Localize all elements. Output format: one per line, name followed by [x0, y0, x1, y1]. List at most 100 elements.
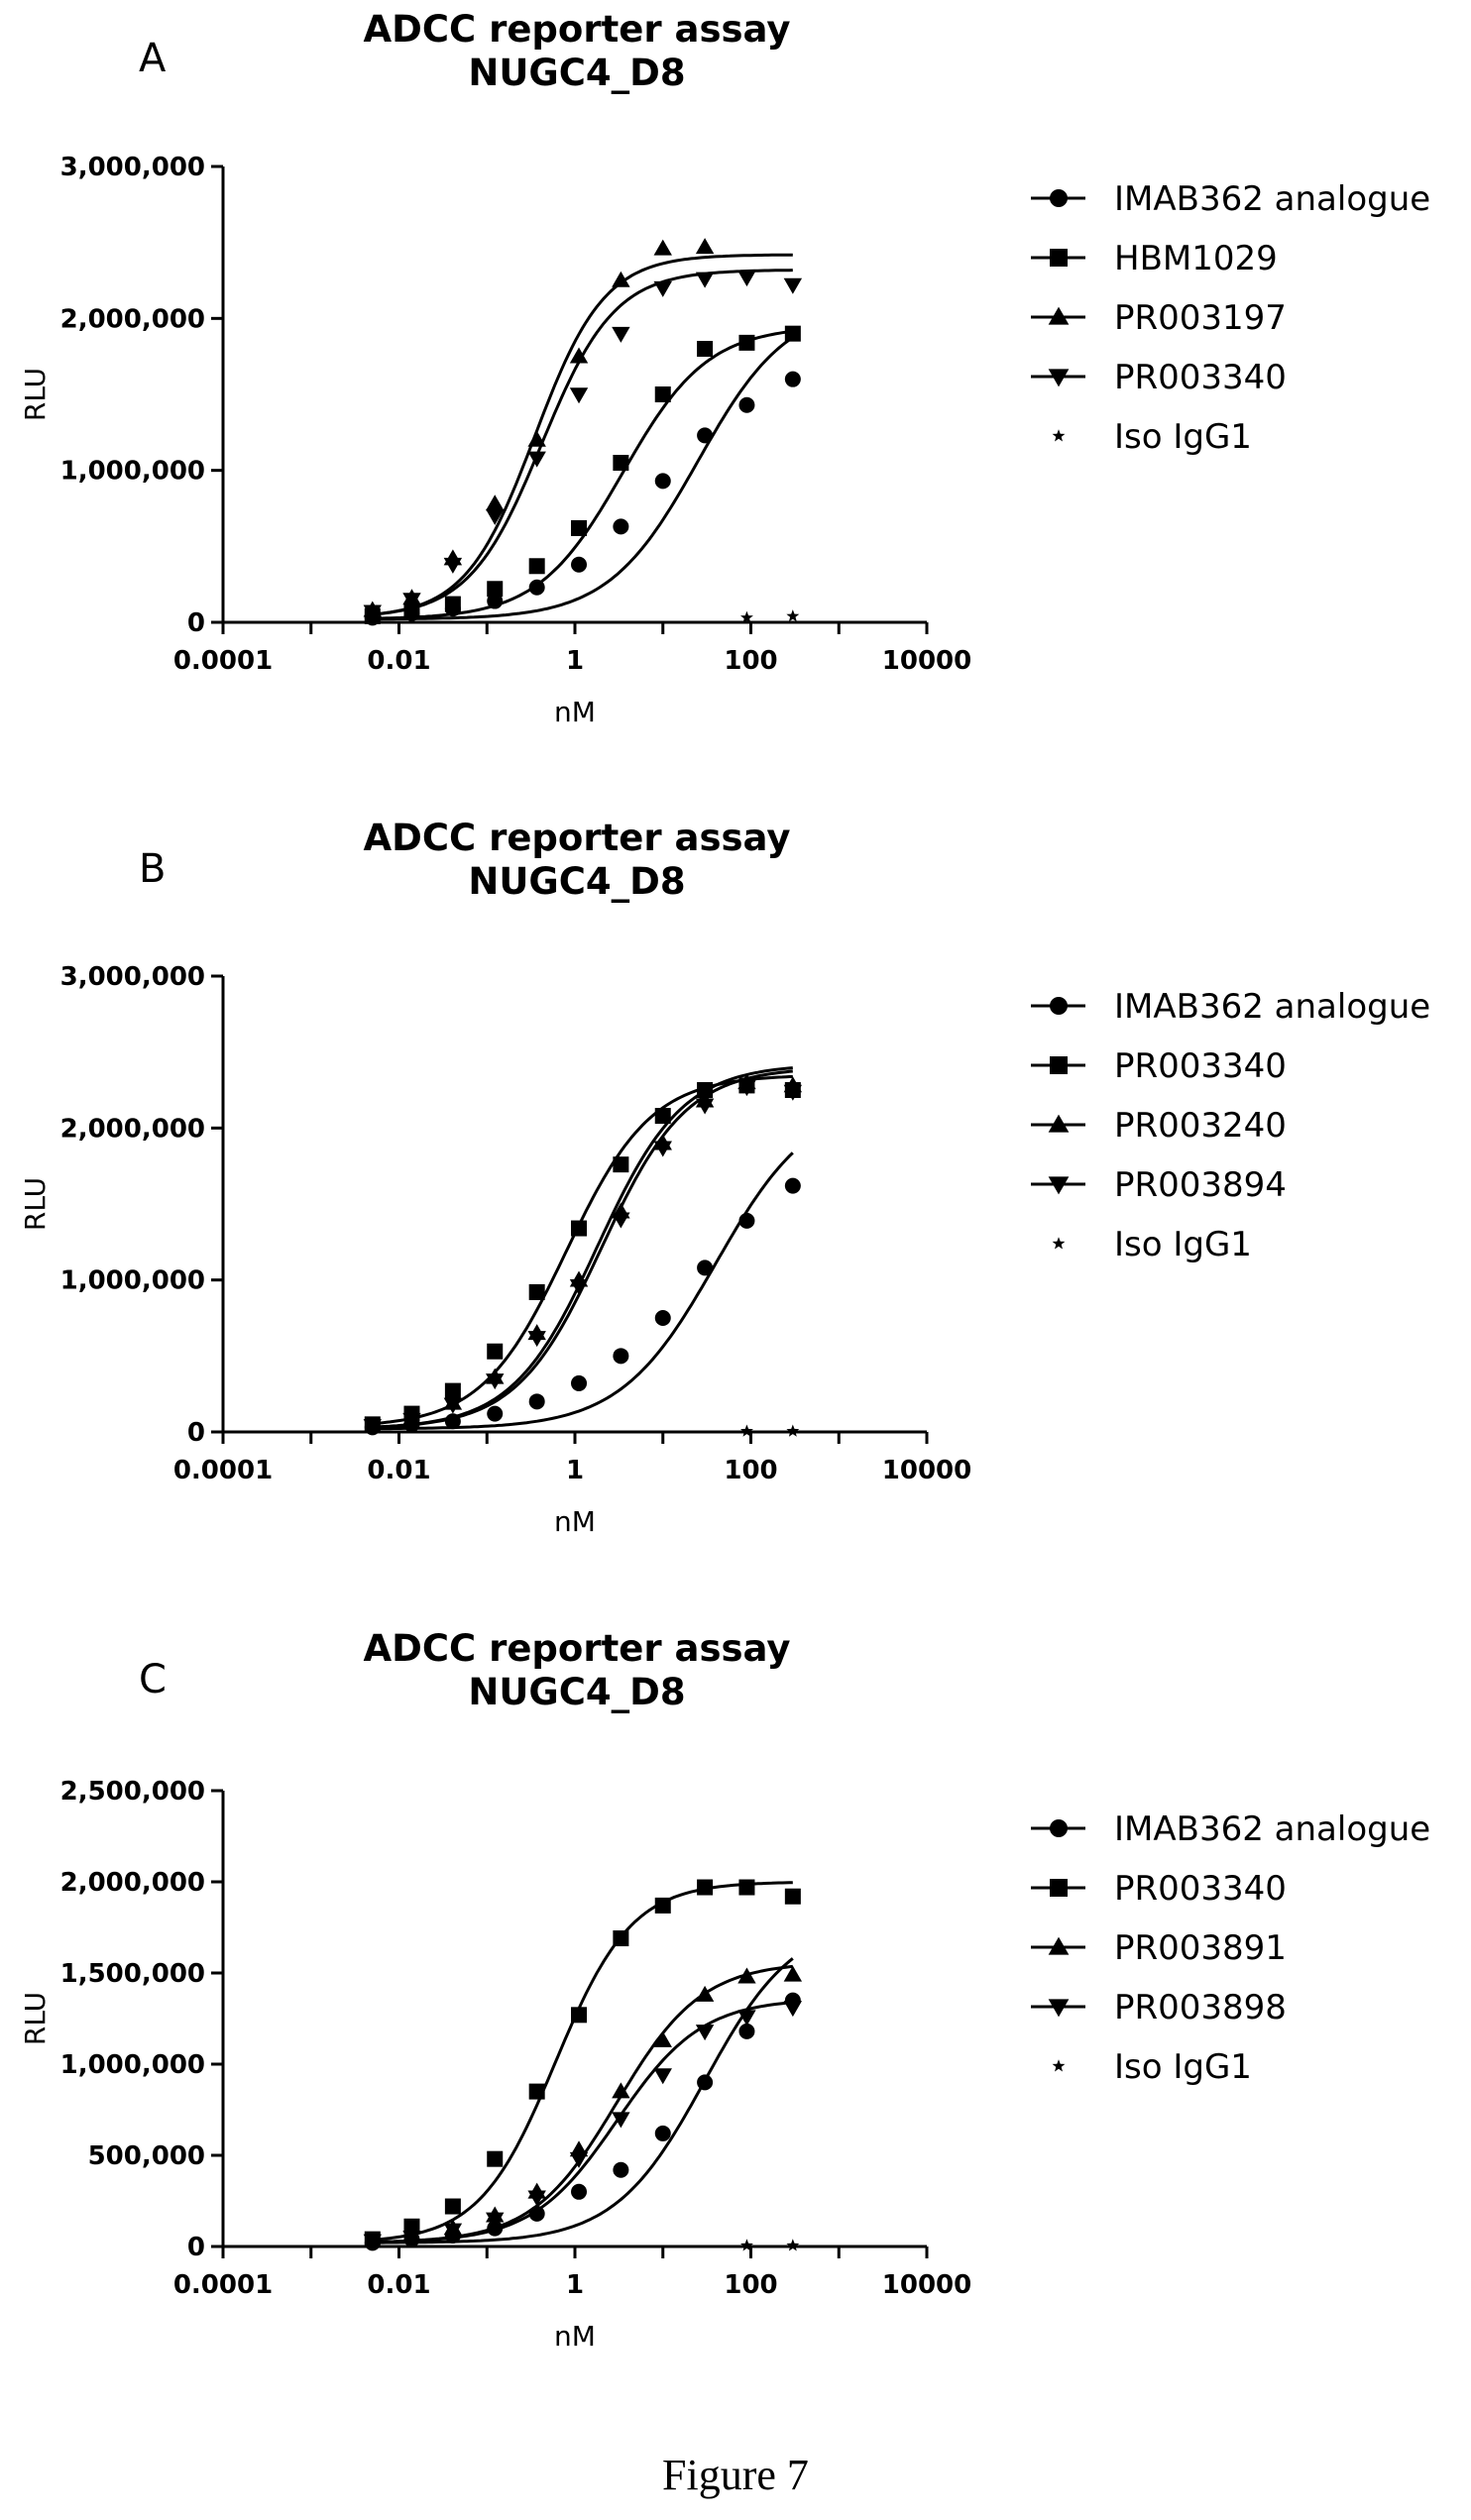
legend-item: HBM1029 [1031, 239, 1278, 278]
data-point [569, 387, 589, 404]
legend-item: IMAB362 analogue [1031, 987, 1430, 1027]
data-point [527, 2190, 546, 2207]
fit-curve [372, 329, 793, 620]
x-tick-label: 10000 [882, 2270, 971, 2300]
fit-curve [372, 269, 793, 616]
y-tick-label: 2,000,000 [60, 304, 205, 334]
data-point [783, 1965, 803, 1982]
chart-subtitle: NUGC4_D8 [468, 52, 685, 94]
panel-letter: A [139, 36, 167, 81]
x-tick-label: 0.01 [367, 2270, 430, 2300]
y-tick-label: 2,000,000 [60, 1114, 205, 1144]
x-tick-label: 0.0001 [173, 1456, 273, 1485]
panel-letter: B [139, 846, 166, 892]
legend-marker [1050, 997, 1068, 1015]
series-3 [363, 269, 803, 621]
x-axis-label: nM [554, 2320, 596, 2353]
data-point [528, 2083, 545, 2100]
data-point [487, 581, 504, 598]
data-point [654, 2125, 671, 2141]
x-tick-label: 0.0001 [173, 646, 273, 676]
y-tick-label: 3,000,000 [60, 153, 205, 182]
chart-title: ADCC reporter assay [364, 1627, 791, 1670]
fit-curve [372, 253, 793, 616]
legend-label: PR003898 [1114, 1988, 1287, 2027]
x-tick-label: 1 [566, 2270, 584, 2300]
data-point [737, 1967, 756, 1984]
data-point [737, 2010, 756, 2027]
data-point [443, 2223, 463, 2240]
data-point [654, 473, 671, 490]
fit-curve [372, 1069, 793, 1429]
data-point [654, 1108, 671, 1125]
x-axis-label: nM [554, 1505, 596, 1538]
legend: IMAB362 analogue PR003340 PR003240 PR003894… [1031, 987, 1430, 1264]
fit-curve [372, 1074, 793, 1426]
legend-label: PR003340 [1114, 358, 1287, 397]
data-point [487, 2150, 504, 2167]
legend-item: PR003197 [1031, 298, 1287, 338]
series-3 [363, 1069, 803, 1436]
data-point [740, 610, 753, 623]
data-point [613, 2161, 629, 2178]
data-point [738, 1879, 755, 1896]
data-point [571, 1220, 588, 1237]
x-tick-label: 1 [566, 1456, 584, 1485]
x-tick-label: 0.01 [367, 646, 430, 676]
data-point [695, 272, 715, 288]
legend-marker [1052, 1237, 1066, 1250]
data-point [654, 1310, 671, 1326]
data-point [402, 2231, 421, 2246]
y-tick-label: 0 [187, 1418, 205, 1448]
data-point [363, 1419, 382, 1436]
legend-marker [1048, 1936, 1070, 1955]
data-point [613, 455, 629, 471]
data-point [612, 271, 630, 287]
data-point [363, 604, 382, 621]
data-point [402, 593, 421, 609]
data-point [738, 2023, 755, 2039]
legend-label: Iso IgG1 [1114, 2047, 1252, 2087]
data-point [653, 280, 672, 297]
legend: IMAB362 analogue PR003340 PR003891 PR003898… [1031, 1809, 1430, 2087]
data-point [786, 609, 800, 622]
data-point [695, 1985, 715, 2002]
data-point [486, 1373, 505, 1390]
data-point [784, 1177, 801, 1194]
legend-marker [1048, 369, 1070, 387]
legend-item: PR003894 [1031, 1165, 1287, 1205]
legend-label: PR003340 [1114, 1046, 1287, 1086]
x-tick-label: 100 [724, 1456, 777, 1485]
fit-curve [372, 1066, 793, 1429]
data-point [738, 1212, 755, 1229]
data-point [697, 341, 714, 357]
data-point [444, 2198, 461, 2215]
data-point [444, 1382, 461, 1399]
data-point [613, 1348, 629, 1365]
x-tick-label: 10000 [882, 646, 971, 676]
fit-curve [372, 336, 794, 621]
data-point [653, 2068, 672, 2085]
y-axis-label: RLU [19, 1992, 52, 2045]
x-tick-label: 100 [724, 2270, 777, 2300]
data-point [444, 596, 461, 612]
data-point [783, 277, 803, 294]
data-point [571, 1374, 588, 1391]
data-point [737, 1080, 756, 1097]
data-point [737, 271, 756, 287]
legend-marker [1050, 1879, 1068, 1897]
y-tick-label: 2,500,000 [60, 1777, 205, 1807]
data-point [695, 1098, 715, 1115]
x-tick-label: 100 [724, 646, 777, 676]
legend-item: PR003240 [1031, 1106, 1287, 1146]
data-point [612, 2112, 630, 2129]
legend-marker [1052, 2059, 1066, 2072]
data-point [695, 238, 715, 255]
data-point [527, 451, 546, 468]
data-point [697, 427, 714, 444]
data-point [740, 1424, 753, 1437]
legend-label: IMAB362 analogue [1114, 179, 1430, 219]
legend-label: Iso IgG1 [1114, 1225, 1252, 1264]
legend-marker [1050, 249, 1068, 267]
